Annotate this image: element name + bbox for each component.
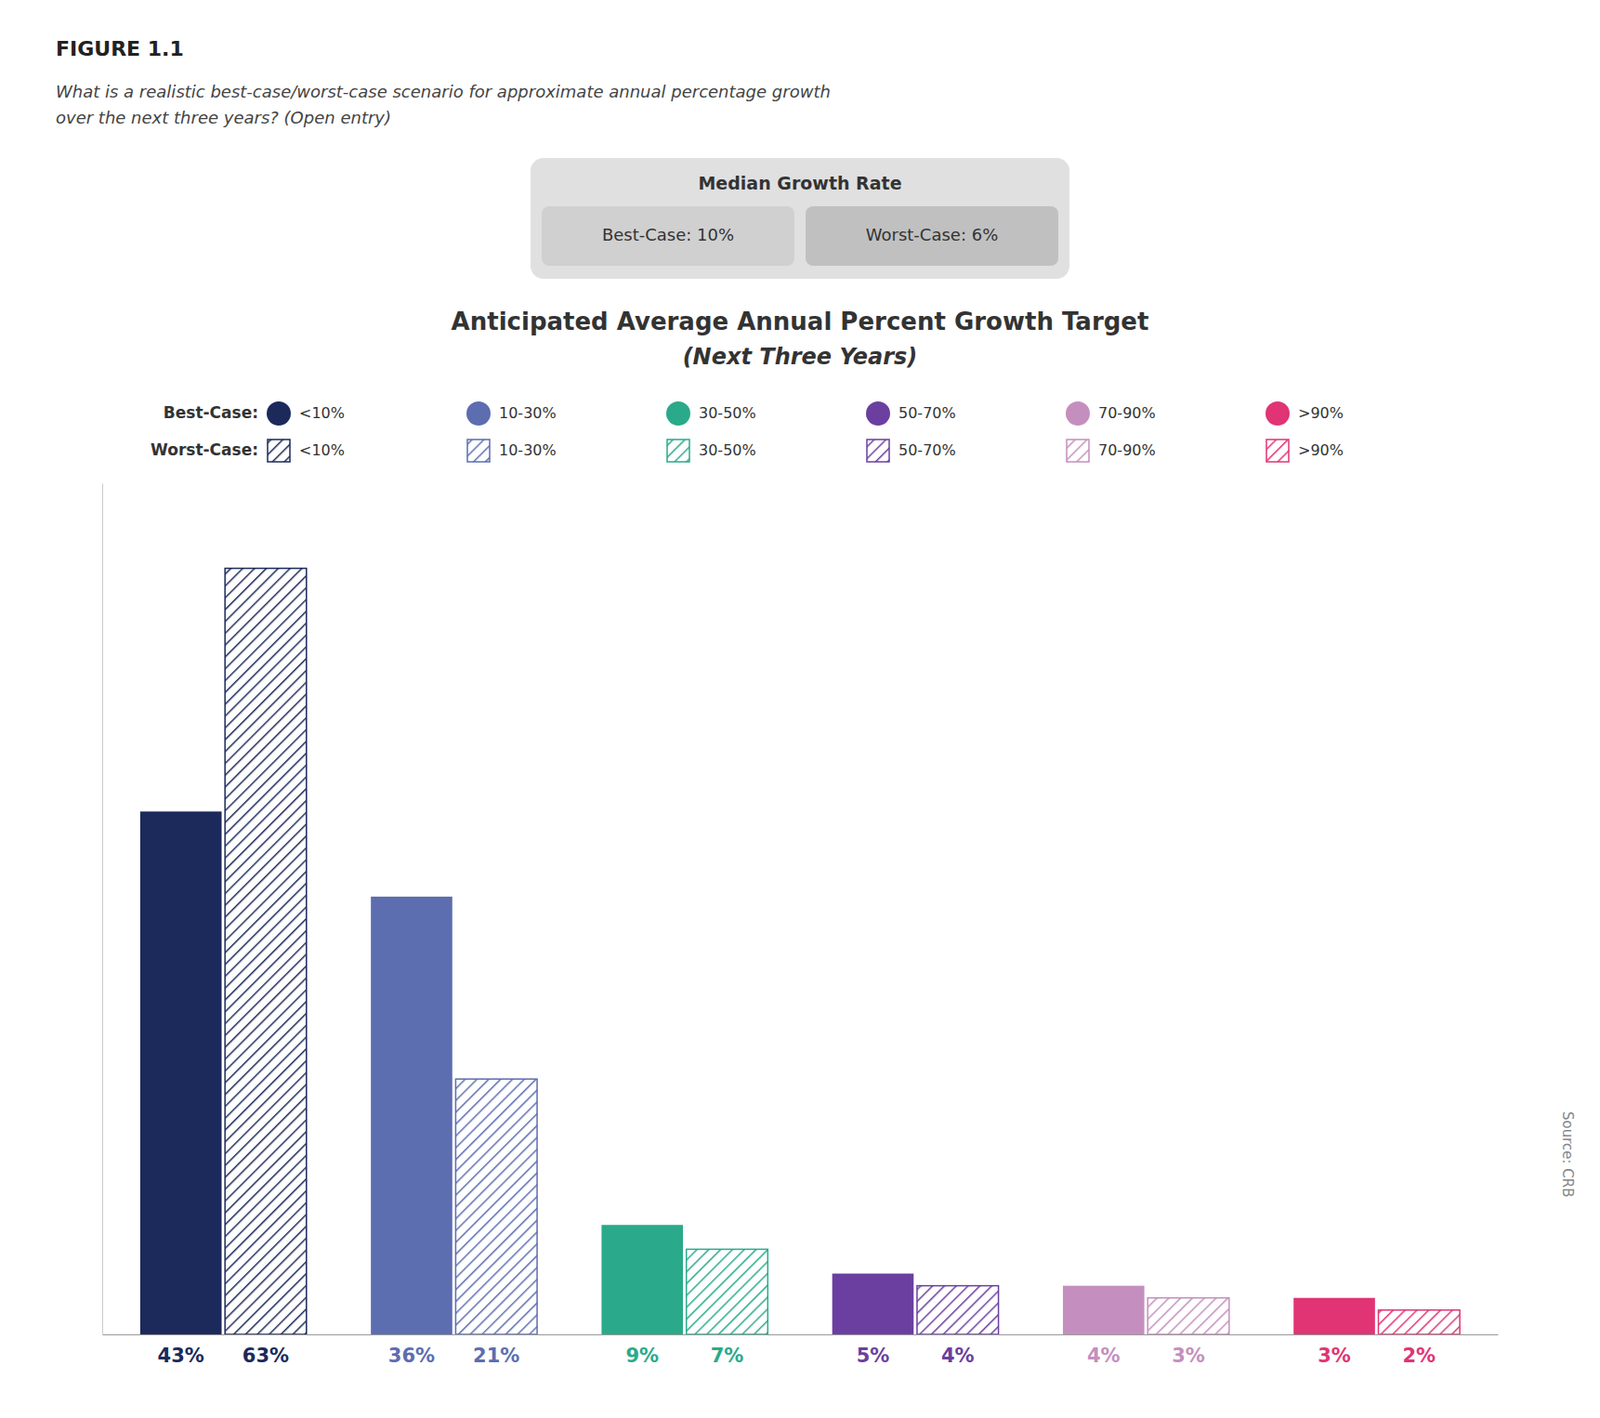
bars — [140, 568, 1460, 1335]
data-label: 9% — [625, 1344, 659, 1367]
legend-label: 10-30% — [498, 441, 557, 460]
median-value: Best-Case: 10% — [602, 224, 735, 245]
legend-swatch — [1065, 401, 1090, 426]
bar — [917, 1285, 999, 1335]
bar — [140, 811, 223, 1335]
legend-swatch — [866, 439, 890, 462]
data-label: 2% — [1402, 1344, 1436, 1367]
data-label: 5% — [856, 1344, 891, 1367]
legend-swatch — [1265, 401, 1290, 426]
bar — [455, 1078, 538, 1335]
data-label: 4% — [941, 1344, 975, 1367]
median-half — [805, 206, 1059, 266]
bar — [1293, 1298, 1376, 1335]
data-label: 21% — [472, 1344, 520, 1367]
median-value: Worst-Case: 6% — [865, 224, 998, 245]
median-box-bg — [530, 157, 1070, 279]
figure-label: FIGURE 1.1 — [55, 37, 184, 61]
legend-label: 30-50% — [698, 404, 757, 422]
legend-label: >90% — [1298, 441, 1344, 460]
legend-label: 70-90% — [1098, 404, 1156, 422]
data-labels: 43% 36% 9% 5% 4% 3% 63% 21% 7% 4% 3% 2% — [157, 1344, 1437, 1367]
question-text: What is a realistic best-case/worst-case… — [55, 81, 831, 128]
bar — [832, 1273, 915, 1335]
legend-swatch — [267, 439, 290, 462]
bar — [1147, 1298, 1230, 1335]
chart: FIGURE 1.1 What is a realistic best-case/… — [0, 0, 1600, 1418]
legend-swatch — [666, 401, 691, 426]
bar — [224, 568, 307, 1335]
title: Anticipated Average Annual Percent Growt… — [451, 307, 1150, 336]
data-label: 36% — [388, 1344, 435, 1367]
bar — [686, 1248, 769, 1335]
legend: Best-Case: <10% 10-30% 30-50% 50-70% 70-90% >9… — [150, 401, 1344, 462]
x-axis — [103, 1334, 1499, 1336]
plot: 43% 36% 9% 5% 4% 3% 63% 21% 7% 4% 3% 2% — [103, 484, 1499, 1368]
legend-swatch — [467, 439, 490, 462]
legend-swatch — [266, 401, 291, 426]
legend-swatch — [865, 401, 891, 426]
subtitle: (Next Three Years) — [682, 343, 919, 370]
legend-row-label: Worst-Case: — [150, 440, 259, 460]
legend-swatch — [1066, 439, 1089, 462]
legend-label: 50-70% — [898, 404, 957, 422]
data-label: 4% — [1087, 1344, 1121, 1367]
bar — [601, 1224, 683, 1335]
median-half — [541, 206, 795, 266]
data-label: 7% — [710, 1344, 745, 1367]
legend-label: 30-50% — [698, 441, 757, 460]
data-label: 3% — [1171, 1344, 1206, 1367]
bar — [1377, 1310, 1460, 1335]
legend-swatch — [1266, 439, 1289, 462]
data-label: 43% — [157, 1344, 205, 1367]
legend-label: >90% — [1298, 404, 1344, 422]
data-label: 63% — [242, 1344, 289, 1367]
legend-swatch — [466, 401, 491, 426]
legend-label: <10% — [299, 404, 345, 422]
bar — [370, 896, 453, 1335]
legend-swatch — [667, 439, 690, 462]
bar — [1062, 1285, 1145, 1335]
source: Source: CRB — [1559, 1111, 1576, 1198]
legend-label: 10-30% — [498, 404, 557, 422]
data-label: 3% — [1317, 1344, 1351, 1367]
median-title: Median Growth Rate — [697, 172, 902, 194]
median-box: Median Growth Rate Best-Case: 10% Worst-Ca… — [530, 157, 1070, 279]
x-axis-line — [103, 1334, 1499, 1336]
y-axis-line — [102, 484, 104, 1336]
legend-label: 50-70% — [898, 441, 957, 460]
legend-label: 70-90% — [1098, 441, 1156, 460]
legend-label: <10% — [299, 441, 345, 460]
y-axis — [102, 484, 104, 1336]
legend-row-label: Best-Case: — [163, 403, 259, 422]
